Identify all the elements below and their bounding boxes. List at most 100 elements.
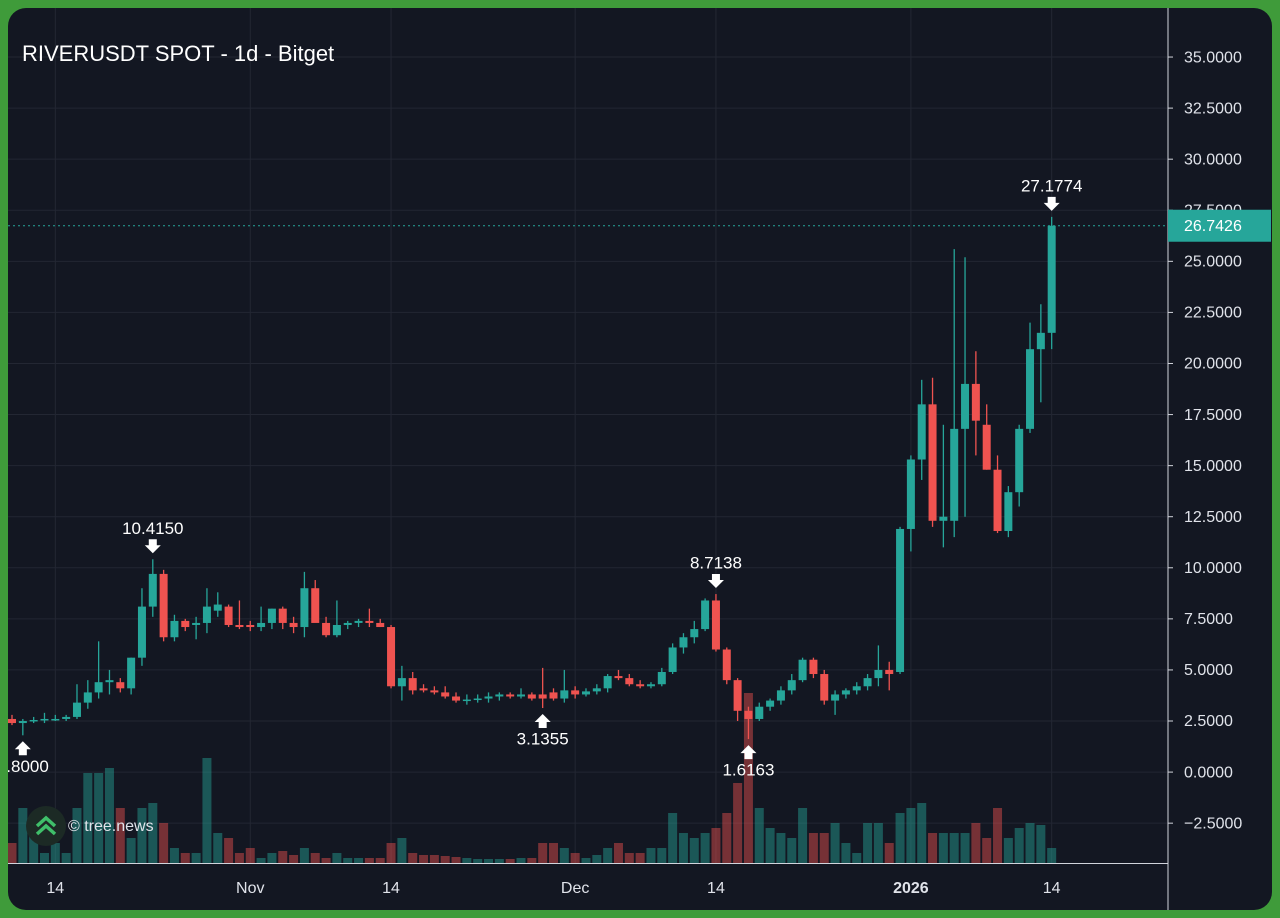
volume-bar bbox=[408, 853, 418, 863]
volume-bar bbox=[971, 823, 981, 863]
volume-bar bbox=[159, 823, 169, 863]
volume-bar bbox=[494, 859, 504, 863]
volume-bar bbox=[635, 853, 645, 863]
volume-bar bbox=[224, 838, 234, 863]
high-label: 27.1774 bbox=[1021, 176, 1082, 195]
volume-bar bbox=[678, 833, 688, 863]
volume-bar bbox=[776, 833, 786, 863]
volume bbox=[8, 693, 1057, 863]
y-tick-label: 22.5000 bbox=[1184, 305, 1242, 322]
y-tick-label: 30.0000 bbox=[1184, 151, 1242, 168]
candle-body bbox=[441, 692, 450, 697]
axes: −2.5000 0.0000 2.5000 5.0000 7.5000 10.0000 12… bbox=[46, 49, 1271, 897]
y-tick-label: 35.0000 bbox=[1184, 49, 1242, 66]
volume-bar bbox=[256, 858, 266, 863]
candle-body bbox=[1047, 225, 1056, 333]
volume-bar bbox=[808, 833, 818, 863]
high-arrow bbox=[144, 539, 161, 554]
volume-bar bbox=[234, 853, 244, 863]
candle-body bbox=[18, 721, 27, 724]
candle-body bbox=[820, 674, 829, 701]
candle-body bbox=[506, 694, 515, 697]
candle-body bbox=[40, 718, 49, 721]
candle-body bbox=[896, 528, 905, 672]
volume-bar bbox=[873, 823, 883, 863]
volume-bar bbox=[722, 813, 732, 863]
volume-bar bbox=[884, 843, 894, 863]
candle-body bbox=[397, 678, 406, 687]
candle-body bbox=[127, 657, 136, 689]
grid bbox=[8, 8, 1168, 863]
x-tick-label: Dec bbox=[561, 880, 589, 897]
candle-body bbox=[766, 700, 775, 707]
candle-body bbox=[592, 688, 601, 692]
candle-body bbox=[83, 692, 92, 703]
volume-bar bbox=[462, 858, 472, 863]
volume-bar bbox=[299, 848, 309, 863]
candle-body bbox=[332, 624, 341, 636]
candle-body bbox=[181, 620, 190, 628]
volume-bar bbox=[982, 838, 992, 863]
y-tick-label: 0.0000 bbox=[1184, 764, 1233, 781]
y-tick-label: 32.5000 bbox=[1184, 100, 1242, 117]
volume-bar bbox=[354, 858, 364, 863]
candle-body bbox=[462, 699, 471, 702]
candle-body bbox=[452, 696, 461, 701]
candle-body bbox=[755, 706, 764, 719]
volume-bar bbox=[332, 853, 342, 863]
candle-body bbox=[603, 676, 612, 689]
high-label: 8.7138 bbox=[690, 554, 742, 573]
low-arrow bbox=[14, 741, 31, 756]
candle-body bbox=[192, 622, 201, 625]
candle-body bbox=[51, 718, 60, 721]
candle-body bbox=[213, 604, 222, 611]
volume-bar bbox=[321, 858, 331, 863]
candle-body bbox=[636, 684, 645, 687]
volume-bar bbox=[8, 843, 17, 863]
volume-bar bbox=[559, 848, 569, 863]
candle-body bbox=[668, 647, 677, 672]
volume-bar bbox=[938, 833, 948, 863]
candle-body bbox=[170, 620, 179, 638]
candle-body bbox=[657, 671, 666, 685]
candle-body bbox=[376, 622, 385, 628]
candle-body bbox=[950, 428, 959, 521]
candle-body bbox=[1026, 349, 1035, 429]
volume-bar bbox=[50, 843, 60, 863]
candle-body bbox=[267, 608, 276, 623]
candle-body bbox=[646, 684, 655, 687]
candle-body bbox=[885, 669, 894, 675]
x-tick-label: 2026 bbox=[893, 880, 929, 897]
volume-bar bbox=[191, 853, 201, 863]
volume-bar bbox=[440, 856, 450, 863]
candle-body bbox=[8, 718, 16, 724]
candle-body bbox=[224, 606, 233, 625]
candle-body bbox=[1015, 428, 1024, 493]
y-tick-label: 2.5000 bbox=[1184, 713, 1233, 730]
y-tick-label: 7.5000 bbox=[1184, 611, 1233, 628]
candle-body bbox=[365, 620, 374, 623]
volume-bar bbox=[343, 858, 353, 863]
candle-body bbox=[928, 404, 937, 521]
candle-body bbox=[517, 694, 526, 697]
candle-body bbox=[300, 588, 309, 628]
volume-bar bbox=[765, 828, 775, 863]
volume-bar bbox=[646, 848, 656, 863]
candle-body bbox=[527, 694, 536, 699]
volume-bar bbox=[917, 803, 927, 863]
candle-body bbox=[137, 606, 146, 658]
candle-body bbox=[841, 690, 850, 695]
volume-bar bbox=[1036, 825, 1046, 863]
volume-bar bbox=[624, 853, 634, 863]
candle-body bbox=[906, 459, 915, 529]
volume-bar bbox=[386, 843, 396, 863]
volume-bar bbox=[451, 857, 461, 863]
candle-body bbox=[679, 637, 688, 648]
candle-body bbox=[148, 573, 157, 607]
volume-bar bbox=[310, 853, 320, 863]
volume-bar bbox=[1025, 823, 1035, 863]
volume-bar bbox=[798, 808, 808, 863]
y-tick-label: 20.0000 bbox=[1184, 356, 1242, 373]
volume-bar bbox=[364, 858, 374, 863]
